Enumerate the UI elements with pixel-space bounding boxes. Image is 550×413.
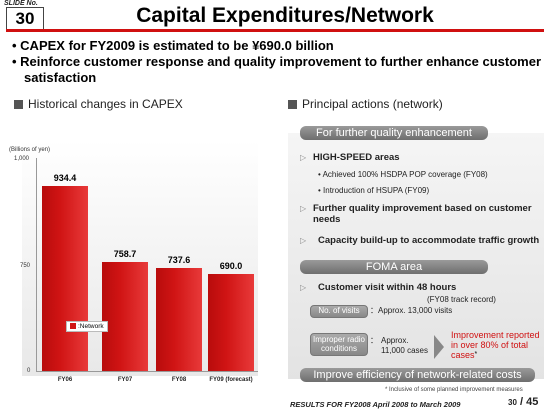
triangle-bullet-icon: ▷ <box>300 153 307 162</box>
x-tick-label: FY06 <box>57 377 73 383</box>
page-number: 30 / 45 <box>508 396 539 408</box>
item-quality: Further quality improvement based on cus… <box>313 203 532 225</box>
square-bullet-icon <box>14 100 23 109</box>
bar-fy09 <box>208 274 254 371</box>
visits-label-box: No. of visits <box>310 305 368 318</box>
bullet-item: • CAPEX for FY2009 is estimated to be ¥6… <box>12 38 334 53</box>
bullet-item: • Reinforce customer response and qualit… <box>12 54 542 85</box>
banner-efficiency: Improve efficiency of network-related co… <box>300 368 535 382</box>
bar-value-label: 758.7 <box>113 249 137 260</box>
bar-value-label: 934.4 <box>53 173 77 184</box>
bar-fy08 <box>156 267 202 371</box>
y-axis-label: (Billions of yen) <box>9 147 51 153</box>
triangle-bullet-icon: ▷ <box>300 204 307 213</box>
bar-value-label: 737.6 <box>167 254 191 265</box>
y-axis <box>36 158 37 372</box>
section-heading-capex: Historical changes in CAPEX <box>14 97 183 111</box>
footer-text: RESULTS FOR FY2008 April 2008 to March 2… <box>290 400 461 409</box>
item-customer-visit: Customer visit within 48 hours <box>318 282 457 293</box>
slide-number-label: SLIDE No. <box>4 0 38 7</box>
slide-number: 30 <box>6 7 44 30</box>
section-heading-actions: Principal actions (network) <box>288 97 443 111</box>
visits-value: ：Approx. 13,000 visits <box>370 306 453 315</box>
bar-fy07 <box>102 262 148 371</box>
legend-swatch <box>70 323 76 329</box>
x-axis <box>36 371 258 372</box>
improvement-note: Improvement reported in over 80% of tota… <box>451 330 540 360</box>
title-divider <box>6 29 544 32</box>
y-tick-label: 750 <box>20 263 31 269</box>
track-record-note: (FY08 track record) <box>427 295 496 304</box>
bar-fy06 <box>42 186 88 371</box>
chart-legend: :Network <box>66 321 108 332</box>
item-capacity: Capacity build-up to accommodate traffic… <box>318 235 540 246</box>
square-bullet-icon <box>288 100 297 109</box>
radio-conditions-box: Improper radio conditions <box>310 333 368 356</box>
triangle-bullet-icon: ▷ <box>300 283 307 292</box>
radio-value-line2: 11,000 cases <box>381 346 428 355</box>
radio-value-line1: Approx. <box>381 336 409 345</box>
footnote: * Inclusive of some planned improvement … <box>385 387 523 393</box>
triangle-bullet-icon: ▷ <box>300 236 307 245</box>
radio-value-colon: ： <box>370 336 378 345</box>
banner-foma: FOMA area <box>300 260 488 274</box>
item-high-speed: HIGH-SPEED areas <box>313 152 400 163</box>
x-tick-label: FY09 (forecast) <box>209 377 253 383</box>
bullet-list: • CAPEX for FY2009 is estimated to be ¥6… <box>12 38 542 86</box>
y-tick-label: 0 <box>27 368 31 374</box>
x-tick-label: FY07 <box>117 377 133 383</box>
x-tick-label: FY08 <box>171 377 187 383</box>
right-arrow-icon <box>432 333 446 361</box>
page-title: Capital Expenditures/Network <box>136 4 434 27</box>
y-tick-label: 1,000 <box>14 156 30 162</box>
bar-value-label: 690.0 <box>219 261 243 272</box>
sub-item: • Introduction of HSUPA (FY09) <box>318 186 430 195</box>
sub-item: • Achieved 100% HSDPA POP coverage (FY08… <box>318 170 488 179</box>
banner-quality: For further quality enhancement <box>300 126 488 140</box>
